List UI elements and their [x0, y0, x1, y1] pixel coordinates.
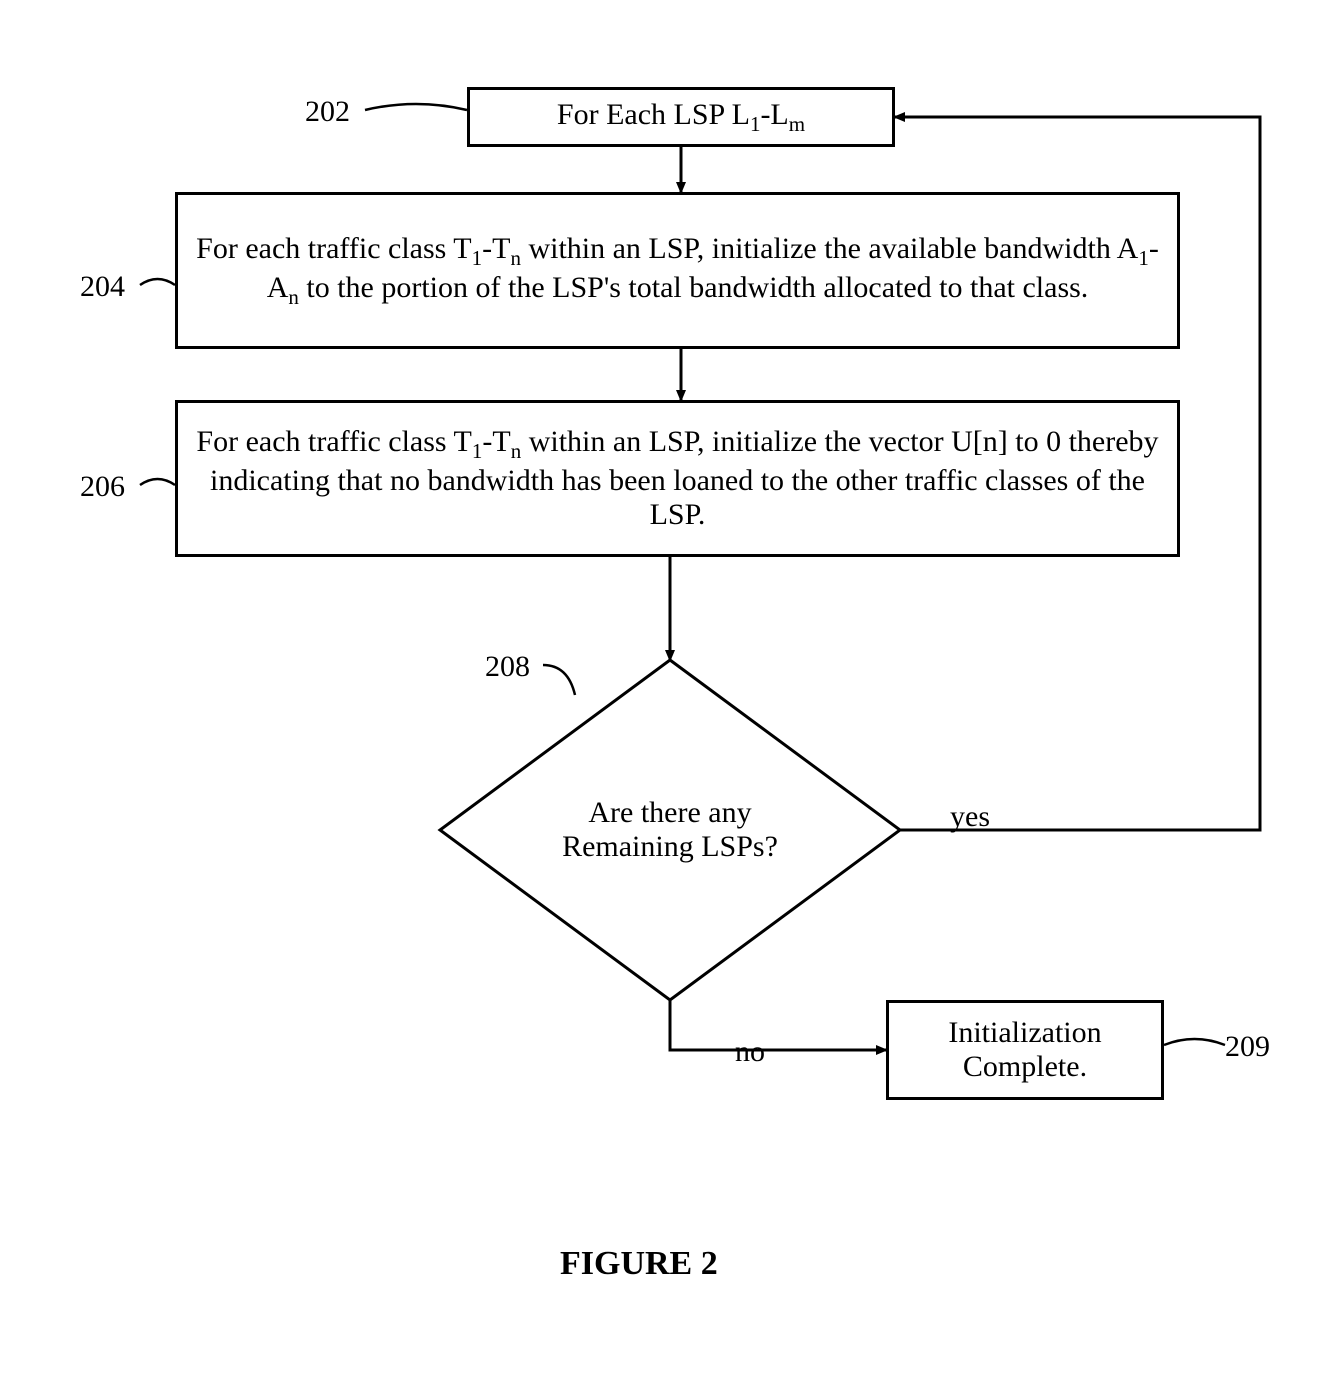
- ref-label-209: 209: [1225, 1030, 1270, 1064]
- edge-label-yes: yes: [950, 800, 990, 834]
- ref-label-202: 202: [305, 95, 350, 129]
- edge-label-no: no: [735, 1035, 765, 1069]
- terminal-box-complete: Initialization Complete.: [886, 1000, 1164, 1100]
- process-box-init-bandwidth: For each traffic class T1-Tn within an L…: [175, 192, 1180, 349]
- node-text: For Each LSP L1-Lm: [557, 98, 805, 137]
- figure-title: FIGURE 2: [560, 1245, 718, 1283]
- ref-label-208: 208: [485, 650, 530, 684]
- decision-text-remaining-lsps: Are there any Remaining LSPs?: [440, 660, 900, 1000]
- ref-label-206: 206: [80, 470, 125, 504]
- process-box-init-vector: For each traffic class T1-Tn within an L…: [175, 400, 1180, 557]
- node-text: Are there any Remaining LSPs?: [562, 796, 778, 864]
- node-text: Initialization Complete.: [905, 1016, 1145, 1084]
- node-text: For each traffic class T1-Tn within an L…: [194, 425, 1161, 532]
- node-text: For each traffic class T1-Tn within an L…: [194, 232, 1161, 310]
- ref-label-204: 204: [80, 270, 125, 304]
- process-box-for-each-lsp: For Each LSP L1-Lm: [467, 87, 895, 147]
- flowchart-canvas: For Each LSP L1-Lm For each traffic clas…: [0, 0, 1329, 1385]
